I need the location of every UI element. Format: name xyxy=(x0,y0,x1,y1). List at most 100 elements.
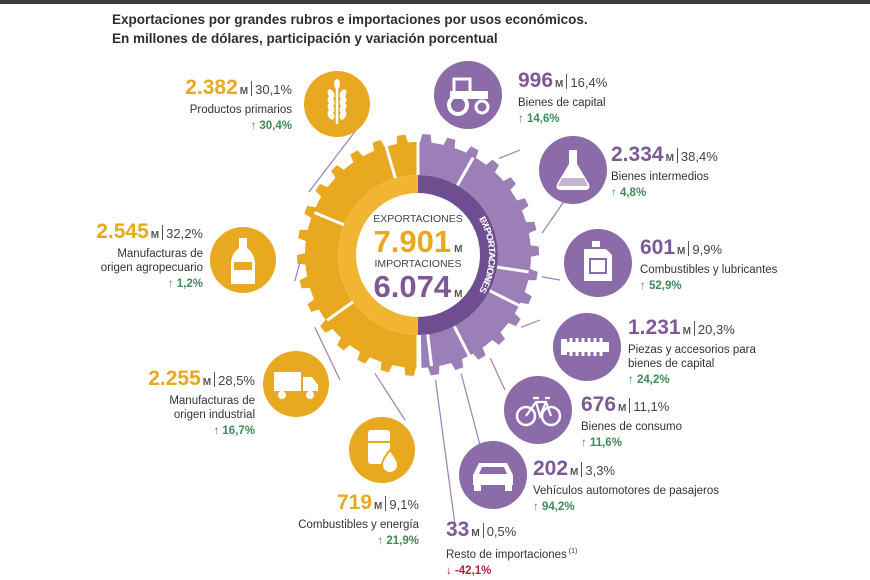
item-name: Bienes de capital xyxy=(518,97,606,109)
imp-item-1: 2.334 M 38,4% Bienes intermedios ↑ 4,8% xyxy=(611,144,718,202)
title-line-2: En millones de dólares, participación y … xyxy=(112,31,498,46)
item-value: 996 xyxy=(518,69,554,92)
item-separator xyxy=(385,496,387,511)
connector-line xyxy=(460,373,481,446)
wheat-icon xyxy=(304,71,370,137)
item-change: ↑ 14,6% xyxy=(518,110,607,128)
item-unit: M xyxy=(202,377,212,388)
item-unit: M xyxy=(150,230,160,241)
item-value: 2.545 xyxy=(96,220,149,243)
item-share: 28,5% xyxy=(218,373,255,388)
item-change-value: 1,2% xyxy=(176,278,203,290)
item-share: 9,9% xyxy=(692,242,723,257)
ring-tooth xyxy=(380,360,393,373)
item-unit: M xyxy=(570,467,579,478)
ring-tooth xyxy=(298,229,309,242)
item-headline: 601 M 9,9% xyxy=(640,237,777,263)
jerrycan-icon xyxy=(564,229,632,297)
item-unit: M xyxy=(471,528,480,539)
item-name: origen industrial xyxy=(173,409,255,421)
arrow-up-icon: ↑ xyxy=(581,437,590,449)
item-change-value: 14,6% xyxy=(526,113,560,125)
connector-line xyxy=(498,149,521,160)
title-line-1: Exportaciones por grandes rubros e impor… xyxy=(112,12,588,27)
item-change-value: -42,1% xyxy=(454,564,492,577)
item-name: Manufacturas de xyxy=(169,395,255,407)
item-name: Productos primarios xyxy=(189,104,292,116)
item-unit: M xyxy=(677,246,686,257)
item-share: 30,1% xyxy=(255,82,292,97)
item-change: ↑ 21,9% xyxy=(298,532,419,550)
item-headline: 1.231 M 20,3% xyxy=(628,317,756,343)
arrow-up-icon: ↑ xyxy=(533,501,542,513)
item-value: 676 xyxy=(581,393,617,416)
item-value: 2.382 xyxy=(185,76,238,99)
item-separator xyxy=(581,462,583,477)
ring-tooth xyxy=(337,336,351,351)
exports-ring-segment xyxy=(313,146,396,225)
ring-tooth xyxy=(404,366,417,376)
imports-total: 6.074 xyxy=(373,269,452,304)
exp-item-1: 2.545 M 32,2% Manufacturas de origen agropec… xyxy=(96,221,203,293)
item-unit: M xyxy=(239,86,249,97)
exports-total-unit: M xyxy=(454,244,463,255)
item-note: (1) xyxy=(566,548,578,555)
item-name: Combustibles y lubricantes xyxy=(640,264,778,276)
center-disk xyxy=(356,193,480,317)
item-share: 16,4% xyxy=(570,75,608,90)
chart-title: Exportaciones por grandes rubros e impor… xyxy=(112,10,588,48)
ring-tooth xyxy=(515,198,529,212)
item-name: Bienes intermedios xyxy=(611,171,709,183)
item-name: Piezas y accesorios para xyxy=(628,344,756,356)
item-headline: 2.382 M 30,1% xyxy=(185,77,292,103)
connector-line xyxy=(314,327,341,381)
ring-tooth xyxy=(485,159,499,174)
imp-item-3: 1.231 M 20,3% Piezas y accesorios para biene… xyxy=(628,317,756,389)
item-value: 1.231 xyxy=(628,316,681,339)
oil-barrel-icon xyxy=(349,417,415,483)
imp-item-2: 601 M 9,9% Combustibles y lubricantes ↑ 52,9… xyxy=(640,237,777,295)
item-separator xyxy=(162,225,164,240)
arrow-up-icon: ↑ xyxy=(213,425,223,437)
arrow-up-icon: ↑ xyxy=(250,120,260,132)
ring-tooth xyxy=(330,165,345,179)
item-separator xyxy=(482,523,484,538)
imp-item-5: 202 M 3,3% Vehículos automotores de pasajer… xyxy=(533,458,719,516)
ring-tooth xyxy=(320,319,334,333)
ring-tooth xyxy=(491,331,506,345)
item-value: 2.334 xyxy=(611,143,664,166)
connector-line xyxy=(308,124,361,193)
ring-tooth xyxy=(529,245,539,257)
item-change: ↑ 11,6% xyxy=(581,434,682,452)
item-headline: 996 M 16,4% xyxy=(518,70,607,96)
imports-ring-segment xyxy=(489,267,530,306)
ring-tooth xyxy=(396,134,409,146)
item-name: Combustibles y energía xyxy=(298,519,419,531)
item-change: ↑ 4,8% xyxy=(611,184,718,202)
exports-center-label: EXPORTACIONES xyxy=(373,213,463,225)
arrow-up-icon: ↑ xyxy=(628,374,637,386)
ring-tooth xyxy=(427,364,440,376)
item-change-value: 94,2% xyxy=(541,501,575,513)
ring-tooth xyxy=(299,276,311,289)
item-value: 601 xyxy=(640,236,676,259)
item-unit: M xyxy=(665,153,674,164)
item-change: ↑ 24,2% xyxy=(628,371,756,389)
ring-tooth xyxy=(357,351,371,364)
item-unit: M xyxy=(618,403,627,414)
imports-total-unit: M xyxy=(454,289,463,300)
connector-line xyxy=(541,199,566,234)
car-icon xyxy=(459,441,527,509)
segment-divider xyxy=(417,334,422,376)
item-share: 38,4% xyxy=(680,149,718,164)
exports-ring-segment xyxy=(305,212,354,321)
item-headline: 202 M 3,3% xyxy=(533,458,719,484)
item-headline: 33 M 0,5% xyxy=(446,519,577,545)
exp-item-3: 719 M 9,1% Combustibles y energía ↑ 21,9% xyxy=(298,492,419,550)
ring-tooth xyxy=(350,150,364,164)
item-name: origen agropecuario xyxy=(100,262,203,274)
item-change: ↑ 94,2% xyxy=(533,498,719,516)
segment-divider xyxy=(452,325,474,363)
connector-line xyxy=(434,379,456,526)
